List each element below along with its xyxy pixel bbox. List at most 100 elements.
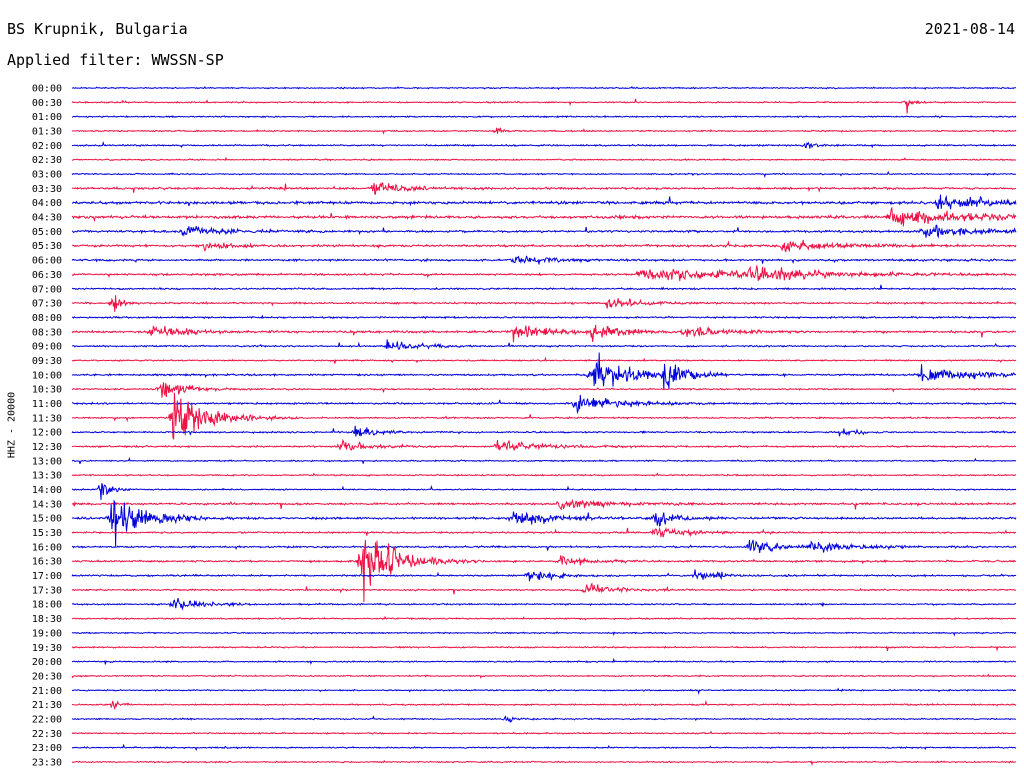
trace-line (71, 715, 1017, 723)
row-label: 08:30 (32, 327, 62, 338)
row-label: 06:00 (32, 256, 62, 267)
trace-line (72, 284, 1016, 291)
trace-line (72, 645, 1016, 652)
trace-line (71, 356, 1017, 364)
trace-line (71, 126, 1017, 135)
trace-line (71, 352, 1017, 390)
trace-line (71, 539, 1017, 603)
row-label: 22:00 (32, 714, 62, 725)
row-label: 23:00 (32, 743, 62, 754)
trace-line (71, 314, 1017, 320)
trace-line (71, 539, 1017, 553)
trace-line (71, 526, 1017, 538)
row-label: 04:00 (32, 198, 62, 209)
trace-line (71, 255, 1017, 265)
row-label: 02:00 (32, 141, 62, 152)
trace-line (71, 597, 1017, 611)
seismic-traces (71, 85, 1017, 767)
row-label: 13:30 (32, 471, 62, 482)
trace-line (71, 438, 1017, 451)
trace-line (71, 394, 1017, 415)
row-label: 21:00 (32, 686, 62, 697)
row-label: 06:30 (32, 270, 62, 281)
row-label: 21:30 (32, 700, 62, 711)
row-label: 19:00 (32, 628, 62, 639)
trace-line (71, 194, 1017, 210)
trace-line (71, 483, 1017, 500)
trace-line (72, 207, 1017, 227)
trace-line (71, 730, 1017, 735)
trace-line (71, 182, 1017, 195)
trace-line (71, 425, 1017, 437)
row-label: 19:30 (32, 643, 62, 654)
row-label: 07:00 (32, 284, 62, 295)
row-label: 16:30 (32, 557, 62, 568)
trace-line (71, 392, 1017, 440)
row-label: 14:30 (32, 499, 62, 510)
trace-line (71, 699, 1017, 711)
row-label: 17:00 (32, 571, 62, 582)
row-label: 15:00 (32, 514, 62, 525)
trace-line (71, 472, 1017, 477)
filter-label: Applied filter: WWSSN-SP (7, 51, 224, 69)
row-label: 09:30 (32, 356, 62, 367)
plot-date: 2021-08-14 (924, 20, 1015, 38)
row-label: 01:00 (32, 112, 62, 123)
row-label: 03:30 (32, 184, 62, 195)
row-label: 00:30 (32, 98, 62, 109)
trace-line (71, 324, 1017, 343)
row-label: 02:30 (32, 155, 62, 166)
row-label: 08:00 (32, 313, 62, 324)
trace-line (71, 98, 1017, 114)
row-label: 20:30 (32, 671, 62, 682)
row-label: 03:00 (32, 170, 62, 181)
trace-line (71, 759, 1016, 767)
row-label: 15:30 (32, 528, 62, 539)
row-label: 12:30 (32, 442, 62, 453)
row-label: 23:30 (32, 757, 62, 768)
row-label: 20:00 (32, 657, 62, 668)
row-label: 11:00 (32, 399, 62, 410)
row-label: 10:00 (32, 370, 62, 381)
trace-line (71, 631, 1017, 637)
row-label: 05:30 (32, 241, 62, 252)
trace-line (71, 224, 1017, 239)
trace-line (71, 743, 1017, 752)
trace-line (71, 170, 1016, 179)
trace-line (71, 569, 1017, 582)
row-label: 04:30 (32, 213, 62, 224)
row-label: 18:00 (32, 600, 62, 611)
trace-line (71, 615, 1017, 621)
row-label: 13:00 (32, 456, 62, 467)
trace-line (71, 265, 1017, 281)
row-label: 14:00 (32, 485, 62, 496)
trace-line (71, 582, 1017, 595)
row-label: 00:00 (32, 84, 62, 95)
trace-line (71, 687, 1017, 696)
trace-line (71, 140, 1017, 149)
row-label: 12:00 (32, 428, 62, 439)
trace-line (71, 657, 1017, 666)
trace-line (71, 85, 1016, 91)
row-label: 18:30 (32, 614, 62, 625)
trace-line (71, 673, 1017, 679)
trace-line (71, 499, 1017, 547)
trace-line (71, 498, 1017, 511)
trace-line (71, 456, 1017, 465)
trace-line (71, 339, 1017, 350)
row-label: 11:30 (32, 413, 62, 424)
row-label: 22:30 (32, 729, 62, 740)
row-label: 10:30 (32, 385, 62, 396)
row-labels: 00:00 00:30 01:00 01:30 02:00 02:30 03:00 03:30… (32, 84, 62, 769)
station-title: BS Krupnik, Bulgaria (7, 20, 188, 38)
row-label: 05:00 (32, 227, 62, 238)
trace-line (71, 156, 1017, 162)
row-label: 17:30 (32, 585, 62, 596)
trace-line (71, 114, 1017, 119)
trace-line (71, 295, 1017, 312)
row-label: 16:00 (32, 542, 62, 553)
row-label: 09:00 (32, 342, 62, 353)
row-label: 01:30 (32, 127, 62, 138)
row-label: 07:30 (32, 299, 62, 310)
